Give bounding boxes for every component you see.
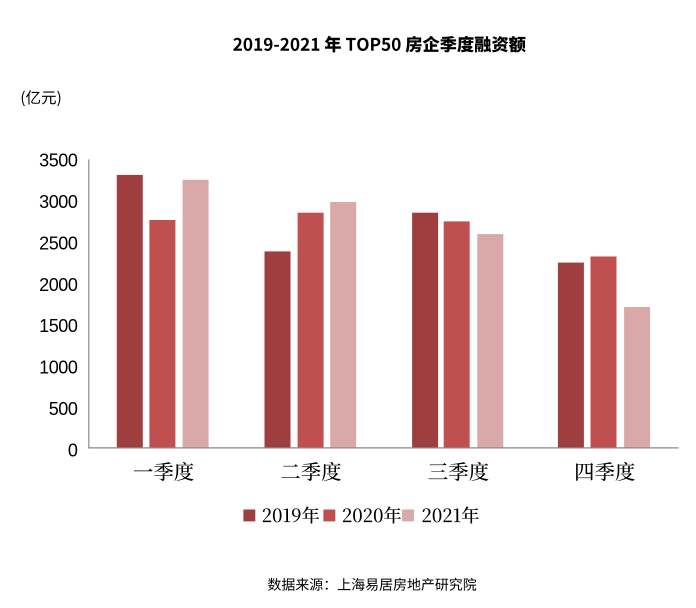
svg-text:3000: 3000: [39, 192, 78, 212]
svg-text:0: 0: [68, 440, 78, 460]
svg-text:1500: 1500: [39, 316, 78, 336]
svg-text:2500: 2500: [39, 234, 78, 254]
svg-text:500: 500: [49, 399, 78, 419]
svg-text:2000: 2000: [39, 275, 78, 295]
svg-text:3500: 3500: [39, 151, 78, 171]
svg-text:1000: 1000: [39, 358, 78, 378]
